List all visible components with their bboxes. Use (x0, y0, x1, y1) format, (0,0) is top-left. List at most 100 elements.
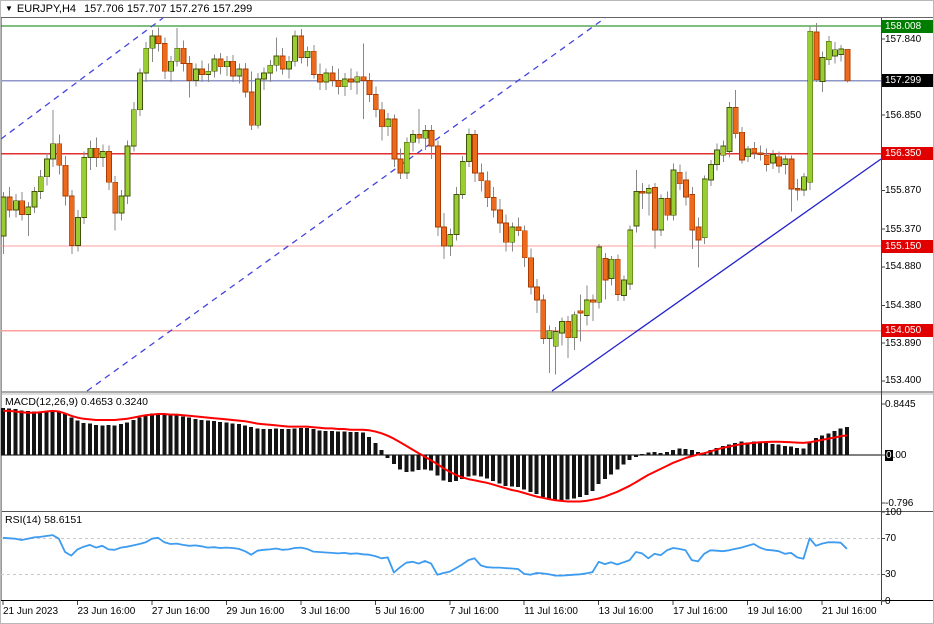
macd-bar-68 (422, 455, 427, 470)
bear-candle-67 (416, 134, 423, 139)
macd-bar-6 (38, 411, 43, 455)
bull-candle-47 (292, 35, 299, 62)
bear-candle-53 (329, 72, 336, 81)
bear-candle-10 (62, 164, 69, 197)
macd-bar-37 (230, 423, 235, 455)
macd-bar-122 (758, 442, 763, 455)
date-label[interactable]: 27 Jun 16:00 (151, 606, 210, 617)
macd-bar-87 (540, 455, 545, 498)
macd-bar-42 (261, 429, 266, 455)
rsi-axis-label[interactable]: 70 (885, 533, 897, 545)
macd-axis-label[interactable]: 0.8445 (885, 398, 916, 410)
macd-axis-label[interactable]: 0.00 (885, 449, 907, 461)
bear-candle-59 (366, 80, 373, 95)
macd-bar-136 (844, 426, 849, 455)
macd-bar-24 (149, 413, 154, 455)
bull-candle-49 (304, 50, 311, 58)
date-label[interactable]: 23 Jun 16:00 (77, 606, 136, 617)
macd-axis-label[interactable]: -0.796 (885, 497, 914, 509)
macd-bar-62 (385, 455, 390, 459)
rsi-axis-label[interactable]: 100 (885, 506, 902, 518)
rsi-axis-label[interactable]: 0 (885, 595, 891, 607)
macd-bar-54 (336, 431, 341, 455)
price-tick-label[interactable]: 153.400 (885, 375, 922, 387)
bear-candle-50 (310, 50, 317, 75)
price-tick-label[interactable]: 157.840 (885, 33, 922, 45)
macd-bar-17 (106, 424, 111, 455)
bull-candle-101 (627, 229, 634, 285)
bull-candle-0 (1, 196, 7, 237)
price-badge-156.350[interactable]: 156.350 (882, 147, 933, 161)
macd-bar-41 (255, 428, 260, 455)
macd-bar-115 (714, 447, 719, 455)
date-label[interactable]: 29 Jun 16:00 (226, 606, 285, 617)
bull-candle-36 (223, 60, 230, 68)
price-tick-label[interactable]: 155.370 (885, 223, 922, 235)
bear-candle-69 (428, 130, 435, 147)
price-tick-label[interactable]: 153.890 (885, 337, 922, 349)
bear-candle-81 (503, 222, 510, 243)
price-badge-155.150[interactable]: 155.150 (882, 239, 933, 253)
bull-candle-68 (422, 130, 429, 139)
bull-candle-132 (819, 57, 826, 82)
macd-bar-77 (478, 455, 483, 477)
date-label[interactable]: 13 Jul 16:00 (598, 606, 654, 617)
date-label[interactable]: 11 Jul 16:00 (524, 606, 578, 617)
date-label[interactable]: 19 Jul 16:00 (747, 606, 803, 617)
macd-bar-104 (646, 452, 651, 455)
price-tick-label[interactable]: 155.870 (885, 185, 922, 197)
macd-bar-126 (782, 445, 787, 455)
price-badge-154.050[interactable]: 154.050 (882, 324, 933, 338)
price-badge-158.008[interactable]: 158.008 (882, 19, 933, 33)
macd-bar-20 (125, 422, 130, 455)
macd-bar-30 (187, 417, 192, 455)
macd-bar-90 (559, 455, 564, 501)
date-label[interactable]: 7 Jul 16:00 (449, 606, 499, 617)
macd-bar-18 (112, 425, 117, 455)
macd-bar-44 (274, 428, 279, 455)
macd-bar-73 (453, 455, 458, 481)
macd-bar-27 (168, 415, 173, 455)
bull-candle-124 (770, 154, 776, 164)
macd-bar-132 (820, 435, 825, 455)
date-label[interactable]: 21 Jul 16:00 (822, 606, 877, 617)
bull-candle-116 (720, 145, 727, 156)
date-label[interactable]: 21 Jun 2023 (3, 606, 59, 617)
macd-values: 0.4653 0.3240 (80, 396, 149, 408)
bull-candle-8 (50, 143, 57, 160)
bear-candle-35 (217, 58, 224, 68)
macd-bar-110 (683, 448, 688, 455)
bear-candle-60 (372, 94, 379, 111)
macd-bar-58 (360, 432, 365, 455)
date-label[interactable]: 3 Jul 16:00 (300, 606, 350, 617)
macd-bar-19 (118, 424, 123, 455)
macd-bar-134 (832, 430, 837, 455)
price-tick-label[interactable]: 154.880 (885, 261, 922, 273)
macd-bar-45 (280, 429, 285, 455)
bull-candle-27 (168, 60, 174, 72)
macd-bar-8 (50, 410, 55, 455)
bear-candle-18 (112, 181, 119, 214)
macd-bar-48 (298, 427, 303, 455)
bull-candle-6 (37, 176, 44, 192)
macd-bar-96 (596, 455, 601, 484)
date-label[interactable]: 17 Jul 16:00 (673, 606, 728, 617)
bull-candle-31 (192, 68, 199, 81)
price-badge-157.299[interactable]: 157.299 (882, 74, 933, 88)
macd-bar-36 (224, 422, 229, 455)
symbol-dropdown-icon[interactable]: ▼ (5, 4, 13, 13)
date-label[interactable]: 5 Jul 16:00 (375, 606, 425, 617)
price-tick-label[interactable]: 154.380 (885, 299, 922, 311)
bull-candle-98 (608, 258, 615, 279)
macd-bar-86 (534, 455, 539, 495)
bear-candle-11 (68, 195, 75, 246)
bear-candle-3 (19, 200, 26, 215)
bull-candle-135 (838, 48, 845, 55)
bear-candle-91 (565, 321, 572, 339)
bear-candle-85 (528, 257, 534, 288)
rsi-axis-label[interactable]: 30 (885, 568, 897, 580)
bull-candle-108 (670, 169, 677, 216)
macd-bar-98 (609, 455, 614, 475)
price-tick-label[interactable]: 156.850 (885, 109, 922, 121)
